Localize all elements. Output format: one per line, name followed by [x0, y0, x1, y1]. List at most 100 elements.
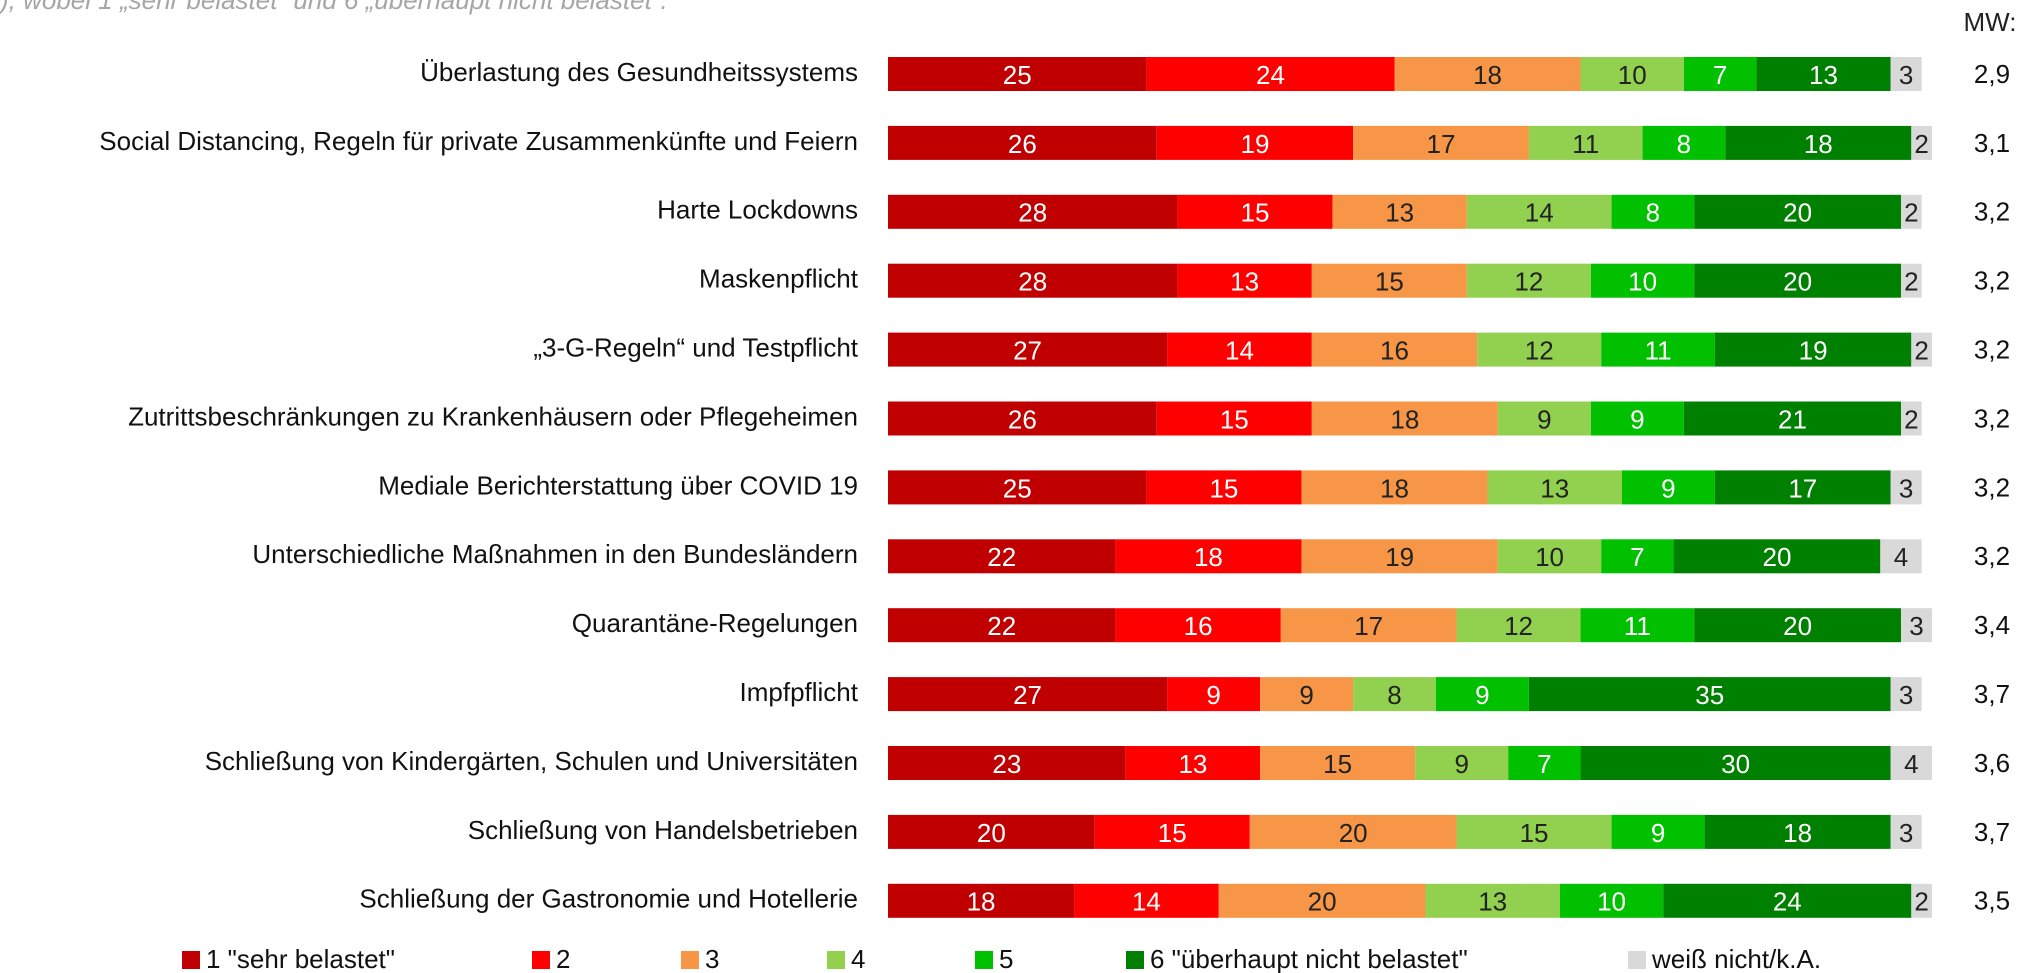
value-label: 2	[1914, 887, 1928, 917]
mean-label: 3,7	[1974, 817, 2010, 847]
legend-label: 6 "überhaupt nicht belastet"	[1150, 944, 1468, 973]
value-label: 20	[1762, 542, 1791, 572]
value-label: 11	[1645, 335, 1672, 365]
bar-segment	[1590, 401, 1684, 436]
bar-segment	[1590, 263, 1695, 298]
legend-label: weiß nicht/k.A.	[1651, 944, 1821, 973]
bar-segment	[1673, 539, 1881, 574]
value-label: 24	[1256, 60, 1285, 90]
value-label: 18	[1804, 129, 1833, 159]
value-label: 4	[1894, 542, 1908, 572]
value-label: 12	[1514, 267, 1543, 297]
value-label: 18	[1194, 542, 1223, 572]
value-label: 14	[1132, 887, 1161, 917]
value-label: 3	[1899, 818, 1913, 848]
value-label: 11	[1624, 611, 1651, 641]
category-label: Maskenpflicht	[699, 264, 859, 294]
bar-segment	[1425, 883, 1560, 918]
value-label: 2	[1904, 404, 1918, 434]
mean-label: 2,9	[1974, 59, 2010, 89]
bar-segment	[1074, 883, 1219, 918]
value-label: 13	[1809, 60, 1838, 90]
value-label: 15	[1209, 473, 1238, 503]
value-label: 17	[1427, 129, 1456, 159]
value-label: 28	[1018, 198, 1047, 228]
value-label: 9	[1475, 680, 1489, 710]
bar-segment	[1900, 194, 1922, 229]
value-label: 2	[1914, 129, 1928, 159]
bar-segment	[1890, 677, 1922, 712]
value-label: 11	[1572, 129, 1599, 159]
value-label: 12	[1504, 611, 1533, 641]
mean-label: 3,2	[1974, 472, 2010, 502]
value-label: 14	[1225, 335, 1254, 365]
bar-segment	[1714, 470, 1891, 505]
value-label: 20	[1783, 198, 1812, 228]
bar-segment	[1353, 125, 1529, 160]
bar-segment	[888, 470, 1147, 505]
bar-segment	[1332, 194, 1467, 229]
bar-segment	[1353, 677, 1436, 712]
bar-segment	[1156, 125, 1354, 160]
bar-segment	[1890, 470, 1922, 505]
mean-label: 3,5	[1974, 886, 2010, 916]
value-label: 25	[1003, 473, 1032, 503]
value-label: 8	[1646, 198, 1660, 228]
bar-segment	[888, 814, 1095, 849]
bar-segment	[1125, 746, 1261, 780]
bar-segment	[1311, 263, 1467, 298]
value-label: 2	[1914, 335, 1928, 365]
value-label: 27	[1013, 335, 1042, 365]
subtitle: ), wobei 1 „sehr belastet“ und 6 „überha…	[0, 0, 668, 15]
bar-segment	[888, 263, 1178, 298]
bar-segment	[1415, 746, 1509, 780]
bar-segment	[1167, 332, 1312, 367]
bar-segment	[1528, 677, 1891, 712]
value-label: 13	[1478, 887, 1507, 917]
value-label: 15	[1375, 267, 1404, 297]
legend-swatch	[182, 951, 200, 969]
legend-label: 2	[556, 944, 570, 973]
value-label: 8	[1387, 680, 1401, 710]
bar-segment	[1611, 194, 1695, 229]
bar-segment	[888, 677, 1168, 712]
bar-segment	[1218, 883, 1426, 918]
value-label: 13	[1540, 473, 1569, 503]
bar-segment	[888, 332, 1168, 367]
value-label: 2	[1904, 198, 1918, 228]
mean-label: 3,1	[1974, 128, 2010, 158]
value-label: 26	[1008, 404, 1037, 434]
bar-segment	[1642, 125, 1726, 160]
mean-label: 3,6	[1974, 748, 2010, 778]
mean-label: 3,2	[1974, 403, 2010, 433]
mean-label: 3,7	[1974, 679, 2010, 709]
bar-segment	[1694, 608, 1901, 643]
value-label: 28	[1018, 267, 1047, 297]
value-label: 15	[1240, 198, 1269, 228]
category-label: Schließung der Gastronomie und Hotelleri…	[359, 884, 858, 914]
value-label: 13	[1385, 198, 1414, 228]
legend-swatch	[1126, 951, 1144, 969]
bar-segment	[1301, 470, 1488, 505]
category-label: Schließung von Kindergärten, Schulen und…	[205, 746, 858, 776]
value-label: 25	[1003, 60, 1032, 90]
bar-segment	[888, 539, 1116, 574]
value-label: 10	[1618, 60, 1647, 90]
category-label: Mediale Berichterstattung über COVID 19	[378, 470, 858, 500]
value-label: 20	[1783, 267, 1812, 297]
category-label: Unterschiedliche Maßnahmen in den Bundes…	[252, 539, 858, 569]
value-label: 15	[1520, 818, 1549, 848]
bar-segment	[1177, 194, 1333, 229]
bar-segment	[1456, 608, 1581, 643]
value-label: 24	[1773, 887, 1802, 917]
value-label: 23	[992, 749, 1021, 779]
bar-segment	[1694, 263, 1901, 298]
bar-segment	[1280, 608, 1457, 643]
value-label: 19	[1240, 129, 1269, 159]
bar-segment	[1435, 677, 1529, 712]
value-label: 10	[1628, 267, 1657, 297]
value-label: 2	[1904, 267, 1918, 297]
bar-segment	[1456, 814, 1612, 849]
bar-segment	[1311, 332, 1478, 367]
bar-segment	[1683, 57, 1757, 91]
